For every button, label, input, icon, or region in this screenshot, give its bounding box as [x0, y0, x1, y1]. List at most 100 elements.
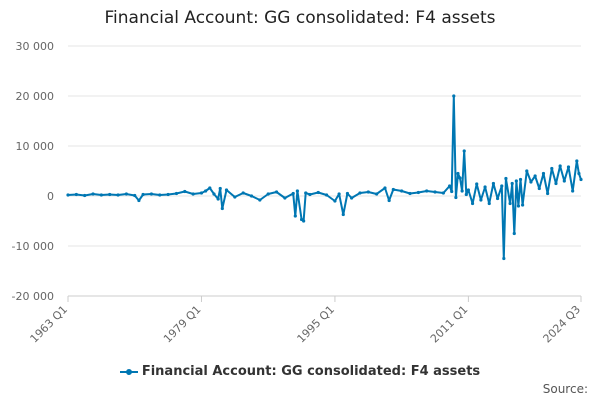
data-point [158, 193, 162, 197]
data-point [502, 256, 506, 261]
x-tick-label: 2011 Q1 [428, 303, 471, 346]
data-point [516, 204, 521, 208]
data-point [387, 198, 391, 203]
data-point [191, 192, 195, 196]
data-point [366, 190, 370, 194]
y-tick-label: -20 000 [12, 290, 54, 303]
data-point [183, 189, 187, 194]
data-point [137, 198, 141, 203]
data-point [220, 206, 224, 211]
data-point [383, 186, 387, 190]
data-point [554, 181, 558, 186]
y-axis-ticks: 30 000 20 000 10 000 0 -10 000 -20 000 [12, 40, 54, 303]
data-point [579, 177, 583, 182]
data-point [514, 179, 518, 183]
data-point [433, 190, 437, 194]
data-point [504, 176, 508, 181]
data-point [283, 196, 287, 200]
series-line [67, 95, 582, 260]
data-point [233, 195, 237, 199]
data-point [333, 199, 337, 203]
gridlines [68, 45, 581, 297]
data-point [99, 193, 103, 197]
y-tick-label: 20 000 [16, 90, 55, 103]
data-series [66, 94, 583, 261]
data-point [448, 184, 452, 188]
data-point [91, 192, 95, 196]
data-point [441, 191, 445, 195]
data-point [149, 192, 154, 196]
data-point [408, 191, 412, 196]
data-point [375, 192, 379, 196]
data-point [425, 189, 429, 193]
data-point [83, 193, 87, 198]
data-point [487, 201, 491, 206]
data-point [508, 201, 512, 206]
data-point [166, 192, 170, 197]
y-tick-label: 0 [47, 190, 54, 203]
y-tick-label: 10 000 [16, 140, 55, 153]
data-point [258, 198, 262, 202]
data-point [416, 190, 420, 195]
data-point [464, 192, 468, 197]
data-point [324, 193, 329, 197]
data-point [537, 186, 541, 191]
data-point [266, 192, 270, 196]
data-point [577, 171, 581, 176]
data-point [495, 196, 500, 201]
source-label: Source: [542, 382, 588, 396]
data-point [400, 189, 404, 193]
data-point [550, 166, 554, 171]
data-point [74, 192, 78, 197]
data-point [462, 149, 466, 153]
data-point [341, 212, 345, 217]
data-point [124, 192, 128, 196]
data-point [475, 182, 479, 186]
data-point [562, 179, 566, 183]
legend[interactable]: Financial Account: GG consolidated: F4 a… [0, 364, 600, 379]
data-point [391, 187, 395, 192]
data-point [541, 171, 546, 176]
chart-title: Financial Account: GG consolidated: F4 a… [104, 8, 496, 28]
data-point [345, 191, 350, 196]
data-point [116, 193, 120, 197]
data-point [293, 214, 297, 218]
data-point [141, 192, 145, 197]
data-point [521, 203, 525, 207]
data-point [512, 231, 516, 236]
data-point [316, 190, 320, 195]
data-point [491, 181, 496, 186]
data-point [458, 176, 462, 180]
data-point [274, 190, 279, 194]
data-point [216, 197, 220, 201]
data-point [571, 189, 575, 193]
data-point [199, 191, 204, 195]
data-point [470, 201, 475, 206]
data-point [208, 186, 212, 190]
y-tick-label: -10 000 [12, 240, 54, 253]
x-tick-label: 2024 Q3 [541, 303, 584, 346]
data-point [452, 94, 456, 98]
data-point [483, 185, 487, 189]
data-point [302, 219, 306, 223]
data-point [304, 191, 308, 195]
y-tick-label: 30 000 [16, 40, 55, 53]
data-point [558, 164, 562, 168]
x-tick-label: 1963 Q1 [28, 303, 71, 346]
data-point [460, 189, 464, 193]
data-point [295, 189, 299, 193]
data-point [133, 193, 137, 198]
data-point [500, 184, 504, 188]
data-point [533, 174, 537, 178]
x-axis: 1963 Q1 1979 Q1 1995 Q1 2011 Q1 2024 Q3 [28, 295, 584, 346]
data-point [291, 191, 295, 196]
data-point [456, 171, 460, 176]
data-point [529, 180, 533, 184]
data-point [525, 169, 529, 173]
data-point [510, 181, 514, 186]
data-point [204, 189, 208, 193]
x-tick-label: 1979 Q1 [161, 303, 204, 346]
data-point [546, 191, 550, 196]
data-point [575, 159, 579, 163]
